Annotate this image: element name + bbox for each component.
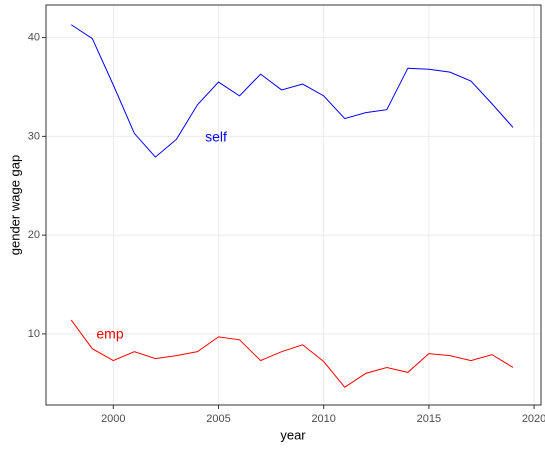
- line-series: [70, 24, 514, 158]
- y-axis-title: gender wage gap: [7, 155, 22, 255]
- x-tick-label: 2000: [101, 413, 125, 425]
- x-axis-title: year: [280, 427, 306, 442]
- series-label: self: [205, 129, 227, 145]
- y-tick-label: 30: [28, 130, 40, 142]
- x-tick-label: 2010: [311, 413, 335, 425]
- y-tick-label: 40: [28, 31, 40, 43]
- panel-border: [45, 4, 542, 406]
- series-label: emp: [96, 326, 123, 342]
- x-tick-label: 2005: [206, 413, 230, 425]
- y-tick-label: 20: [28, 229, 40, 241]
- x-tick-label: 2015: [417, 413, 441, 425]
- x-tick-label: 2020: [522, 413, 545, 425]
- y-tick-label: 10: [28, 328, 40, 340]
- line-series: [70, 319, 514, 388]
